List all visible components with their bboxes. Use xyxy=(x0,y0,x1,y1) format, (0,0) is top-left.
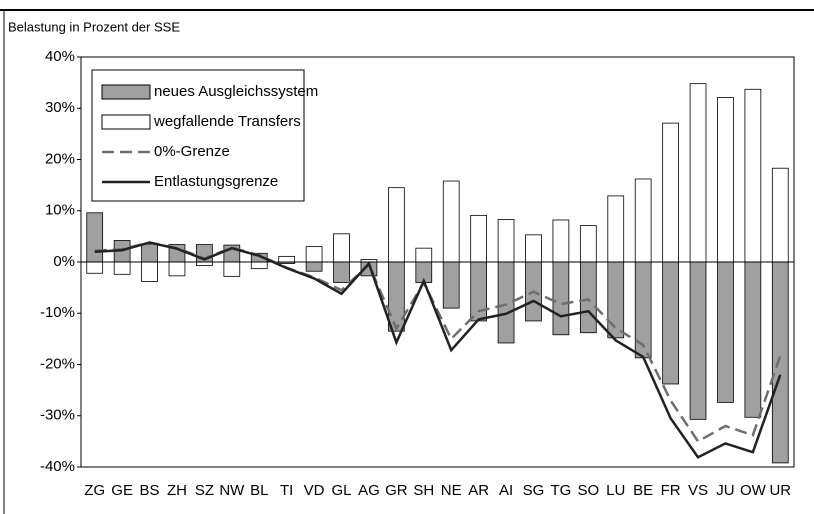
bar xyxy=(579,261,597,334)
x-tick-label: NE xyxy=(441,482,462,499)
y-tick-label: -40% xyxy=(40,458,75,475)
bar xyxy=(113,261,131,275)
bar xyxy=(607,195,625,263)
bar xyxy=(689,261,707,420)
x-tick-label: OW xyxy=(740,482,767,499)
bar xyxy=(662,261,679,385)
bar xyxy=(141,243,158,263)
x-tick-label: BL xyxy=(250,482,268,499)
x-tick-label: AR xyxy=(468,482,489,499)
bar xyxy=(717,261,734,403)
y-tick-label: 10% xyxy=(45,202,75,219)
bar xyxy=(744,261,762,418)
x-tick-label: TG xyxy=(550,482,571,499)
y-tick-label: -30% xyxy=(40,407,75,424)
bar xyxy=(744,88,762,263)
legend-label: Entlastungsgrenze xyxy=(154,173,278,190)
legend-swatch xyxy=(101,114,151,130)
line xyxy=(94,241,782,459)
bar xyxy=(278,255,296,263)
bar xyxy=(196,261,213,266)
x-tick-label: SH xyxy=(413,482,434,499)
x-tick-label: NW xyxy=(219,482,245,499)
y-tick-label: 40% xyxy=(45,48,75,65)
bar xyxy=(497,219,515,263)
legend-swatch xyxy=(101,84,151,100)
bar xyxy=(141,261,158,282)
x-tick-label: AI xyxy=(499,482,513,499)
legend-label: 0%-Grenze xyxy=(154,143,230,160)
bar xyxy=(86,261,104,274)
bar xyxy=(86,212,104,263)
x-tick-label: TI xyxy=(280,482,293,499)
bar xyxy=(388,261,405,332)
bar xyxy=(250,261,268,270)
bar xyxy=(497,261,515,344)
bar xyxy=(771,261,789,464)
bar xyxy=(662,122,679,263)
x-tick-label: JU xyxy=(716,482,734,499)
bar xyxy=(525,234,542,263)
y-tick-label: -20% xyxy=(40,355,75,372)
x-tick-label: VS xyxy=(688,482,708,499)
bar xyxy=(470,214,487,263)
bar xyxy=(388,187,405,263)
bar xyxy=(333,233,350,263)
x-tick-label: VD xyxy=(304,482,325,499)
bar xyxy=(771,167,789,263)
x-tick-label: SG xyxy=(523,482,545,499)
x-tick-label: SO xyxy=(577,482,599,499)
chart-title: Belastung in Prozent der SSE xyxy=(8,19,180,34)
bar xyxy=(634,178,652,263)
y-tick-label: -10% xyxy=(40,304,75,321)
bar xyxy=(442,180,460,263)
y-tick-label: 0% xyxy=(53,253,75,270)
x-tick-label: SZ xyxy=(195,482,214,499)
x-tick-label: GE xyxy=(111,482,133,499)
x-tick-label: BE xyxy=(633,482,653,499)
bar xyxy=(634,261,652,359)
y-tick-label: 30% xyxy=(45,99,75,116)
x-tick-label: AG xyxy=(358,482,380,499)
bar xyxy=(717,97,734,263)
bar xyxy=(305,246,323,263)
bar xyxy=(552,261,570,336)
bar xyxy=(552,219,570,263)
x-tick-label: UR xyxy=(769,482,791,499)
bar xyxy=(415,247,433,263)
x-tick-label: FR xyxy=(661,482,681,499)
bar xyxy=(442,261,460,309)
x-tick-label: BS xyxy=(140,482,160,499)
legend-label: wegfallende Transfers xyxy=(153,113,301,130)
x-tick-label: LU xyxy=(606,482,625,499)
x-tick-label: ZH xyxy=(167,482,187,499)
y-tick-label: 20% xyxy=(45,150,75,167)
x-tick-label: ZG xyxy=(84,482,105,499)
bar xyxy=(579,225,597,263)
x-tick-label: GL xyxy=(332,482,352,499)
bar xyxy=(168,261,186,277)
legend-label: neues Ausgleichssystem xyxy=(154,83,318,100)
x-tick-label: GR xyxy=(385,482,408,499)
bar xyxy=(689,83,707,263)
bar xyxy=(333,261,350,283)
bar xyxy=(223,261,241,277)
bar xyxy=(305,261,323,272)
